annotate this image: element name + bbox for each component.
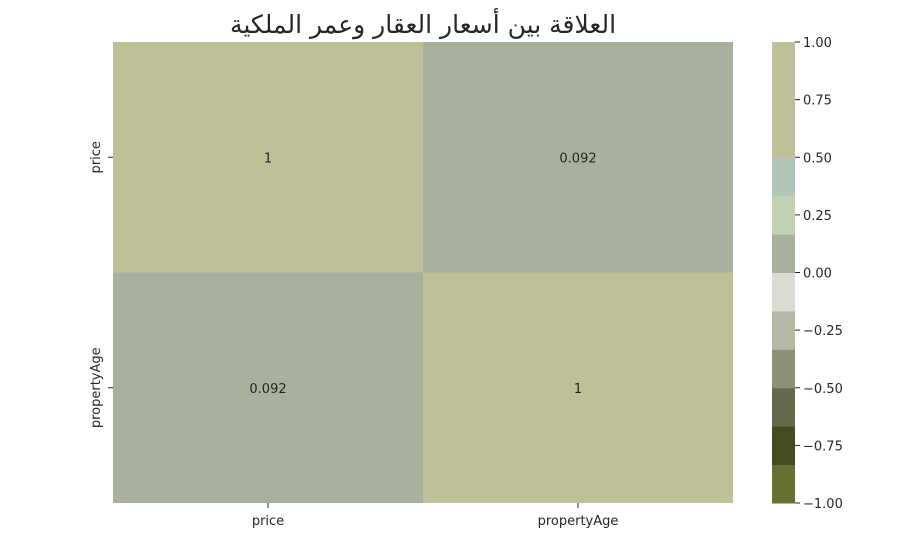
heatmap-cell <box>113 42 423 273</box>
colorbar-tick-label: 0.25 <box>803 209 832 224</box>
chart-title: العلاقة بين أسعار العقار وعمر الملكية <box>230 7 616 40</box>
y-tick-label: price <box>89 141 104 173</box>
x-tick-label: propertyAge <box>538 514 619 529</box>
colorbar-segment <box>772 42 795 81</box>
cell-annotation: 1 <box>574 382 582 397</box>
colorbar-segment <box>772 195 795 235</box>
colorbar: −1.00 −0.75 −0.50 −0.25 0.00 0.25 0.50 0.75 1.00 <box>772 36 843 512</box>
colorbar-tick-label: 0.50 <box>803 151 832 166</box>
colorbar-tick-label: 0.00 <box>803 267 832 282</box>
colorbar-tick-label: −0.25 <box>803 324 843 339</box>
colorbar-tick-label: 1.00 <box>803 36 832 51</box>
colorbar-segment <box>772 310 795 350</box>
colorbar-segment <box>772 118 795 158</box>
cell-annotation: 1 <box>264 151 272 166</box>
colorbar-segment <box>772 349 795 389</box>
colorbar-segment <box>772 234 795 273</box>
heatmap-cell <box>423 272 733 503</box>
y-axis: price propertyAge <box>89 141 113 428</box>
colorbar-segment <box>772 80 795 120</box>
x-axis: price propertyAge <box>252 503 619 529</box>
cell-annotation: 0.092 <box>249 382 286 397</box>
cell-annotation: 0.092 <box>559 151 596 166</box>
colorbar-segment <box>772 157 795 197</box>
colorbar-tick-label: −0.50 <box>803 382 843 397</box>
colorbar-segment <box>772 387 795 427</box>
heatmap-cells <box>113 42 733 503</box>
heatmap-cell <box>113 272 423 503</box>
colorbar-segment <box>772 272 795 312</box>
y-tick-label: propertyAge <box>89 347 104 428</box>
heatmap-cell <box>423 42 733 273</box>
colorbar-tick-label: 0.75 <box>803 94 832 109</box>
colorbar-tick-label: −1.00 <box>803 497 843 512</box>
colorbar-tick-label: −0.75 <box>803 439 843 454</box>
colorbar-segment <box>772 426 795 466</box>
x-tick-label: price <box>252 514 284 529</box>
cell-annotations: 1 0.092 0.092 1 <box>249 151 596 397</box>
colorbar-segment <box>772 464 795 504</box>
